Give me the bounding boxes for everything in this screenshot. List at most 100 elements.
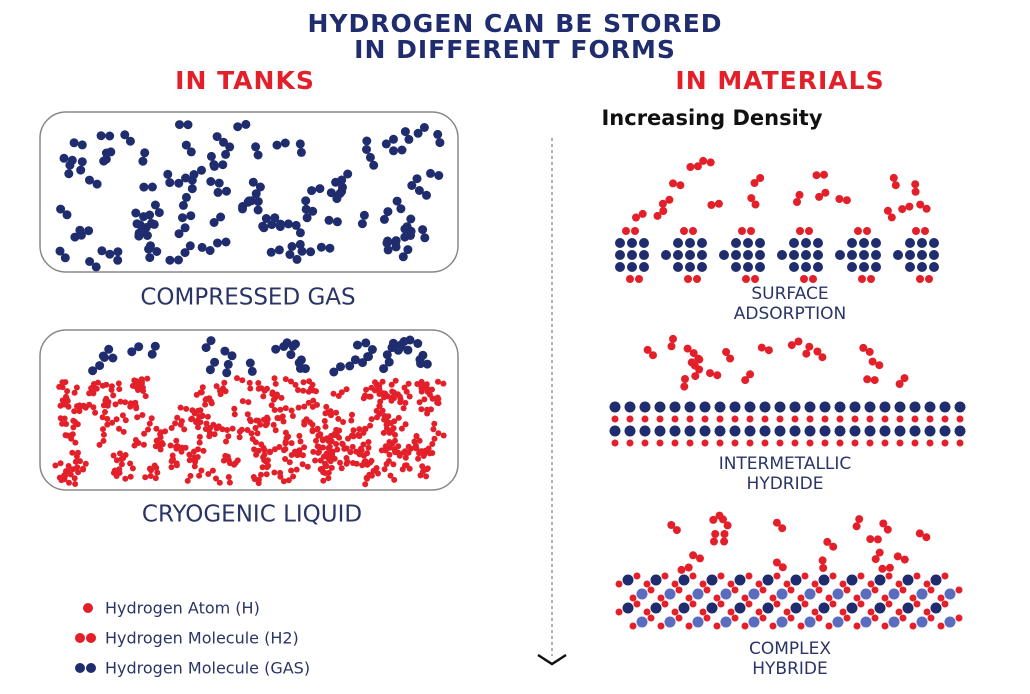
particle: [360, 429, 367, 436]
particle: [875, 361, 884, 370]
particle: [389, 146, 398, 156]
particle: [836, 415, 844, 423]
particle: [255, 380, 262, 386]
particle: [693, 275, 701, 283]
particle: [168, 464, 175, 471]
particle: [129, 382, 136, 389]
particle: [626, 439, 634, 447]
particle: [639, 262, 649, 272]
particle: [804, 588, 816, 600]
particle: [139, 412, 146, 418]
particle: [116, 386, 123, 393]
particle: [251, 189, 261, 199]
particle: [720, 537, 729, 546]
particle: [905, 238, 915, 248]
particle: [804, 425, 816, 437]
particle: [266, 448, 273, 455]
particle: [797, 594, 805, 602]
particle: [280, 418, 287, 425]
particle: [252, 439, 259, 446]
particle: [714, 425, 726, 437]
particle: [152, 247, 162, 256]
particle: [328, 464, 335, 471]
particle: [793, 198, 801, 206]
particle: [891, 181, 900, 190]
particle: [811, 580, 819, 588]
particle: [686, 439, 694, 447]
particle: [356, 433, 363, 440]
legend-icon: [86, 663, 96, 673]
particle: [887, 213, 896, 222]
particle: [383, 207, 393, 217]
particle: [699, 580, 707, 588]
particle: [731, 586, 739, 594]
particle: [340, 419, 347, 425]
legend-icon: [75, 663, 85, 673]
particle: [353, 340, 362, 350]
particle: [762, 574, 774, 586]
particle: [654, 425, 666, 437]
particle: [376, 403, 383, 410]
particle: [431, 435, 438, 442]
particle: [163, 169, 173, 179]
particle: [692, 616, 704, 628]
particle: [742, 275, 750, 283]
particle: [56, 474, 63, 481]
particle: [881, 594, 889, 602]
particle: [929, 262, 939, 272]
particle: [720, 530, 729, 538]
particle: [885, 572, 893, 580]
particle: [720, 588, 732, 600]
particle: [647, 586, 655, 594]
particle: [776, 415, 784, 423]
particle: [685, 250, 695, 260]
particle: [944, 588, 956, 600]
particle: [71, 408, 78, 415]
particle: [251, 446, 258, 453]
particle: [294, 358, 304, 368]
particle: [367, 422, 374, 429]
particle: [440, 380, 447, 387]
particle: [391, 395, 397, 402]
particle: [178, 200, 188, 210]
particle: [813, 238, 823, 248]
particle: [209, 218, 219, 227]
particle: [270, 421, 277, 428]
particle: [413, 339, 423, 348]
particle: [278, 394, 285, 401]
particle: [146, 241, 155, 251]
particle: [870, 376, 879, 385]
particle: [57, 415, 64, 422]
particle: [211, 431, 218, 438]
particle: [244, 427, 251, 433]
particle: [199, 413, 206, 420]
particle: [213, 475, 219, 482]
particle: [127, 473, 134, 480]
particle: [330, 432, 337, 439]
particle: [76, 402, 83, 409]
particle: [152, 475, 159, 482]
particle: [416, 437, 423, 444]
particle: [787, 341, 796, 350]
particle: [341, 445, 348, 452]
particle: [313, 437, 319, 444]
particle: [288, 407, 295, 414]
particle: [743, 250, 753, 260]
particle: [353, 448, 360, 455]
particle: [748, 588, 760, 600]
particle: [839, 608, 847, 616]
particle: [834, 401, 846, 413]
particle: [225, 433, 232, 440]
particle: [685, 594, 693, 602]
particle: [349, 443, 356, 450]
particle: [769, 622, 777, 630]
particle: [224, 427, 231, 433]
particle: [307, 186, 317, 196]
particle: [673, 250, 683, 260]
particle: [231, 405, 238, 412]
particle: [818, 602, 830, 614]
particle: [135, 380, 142, 387]
particle: [195, 424, 201, 431]
particle: [421, 396, 428, 403]
particle: [774, 425, 786, 437]
